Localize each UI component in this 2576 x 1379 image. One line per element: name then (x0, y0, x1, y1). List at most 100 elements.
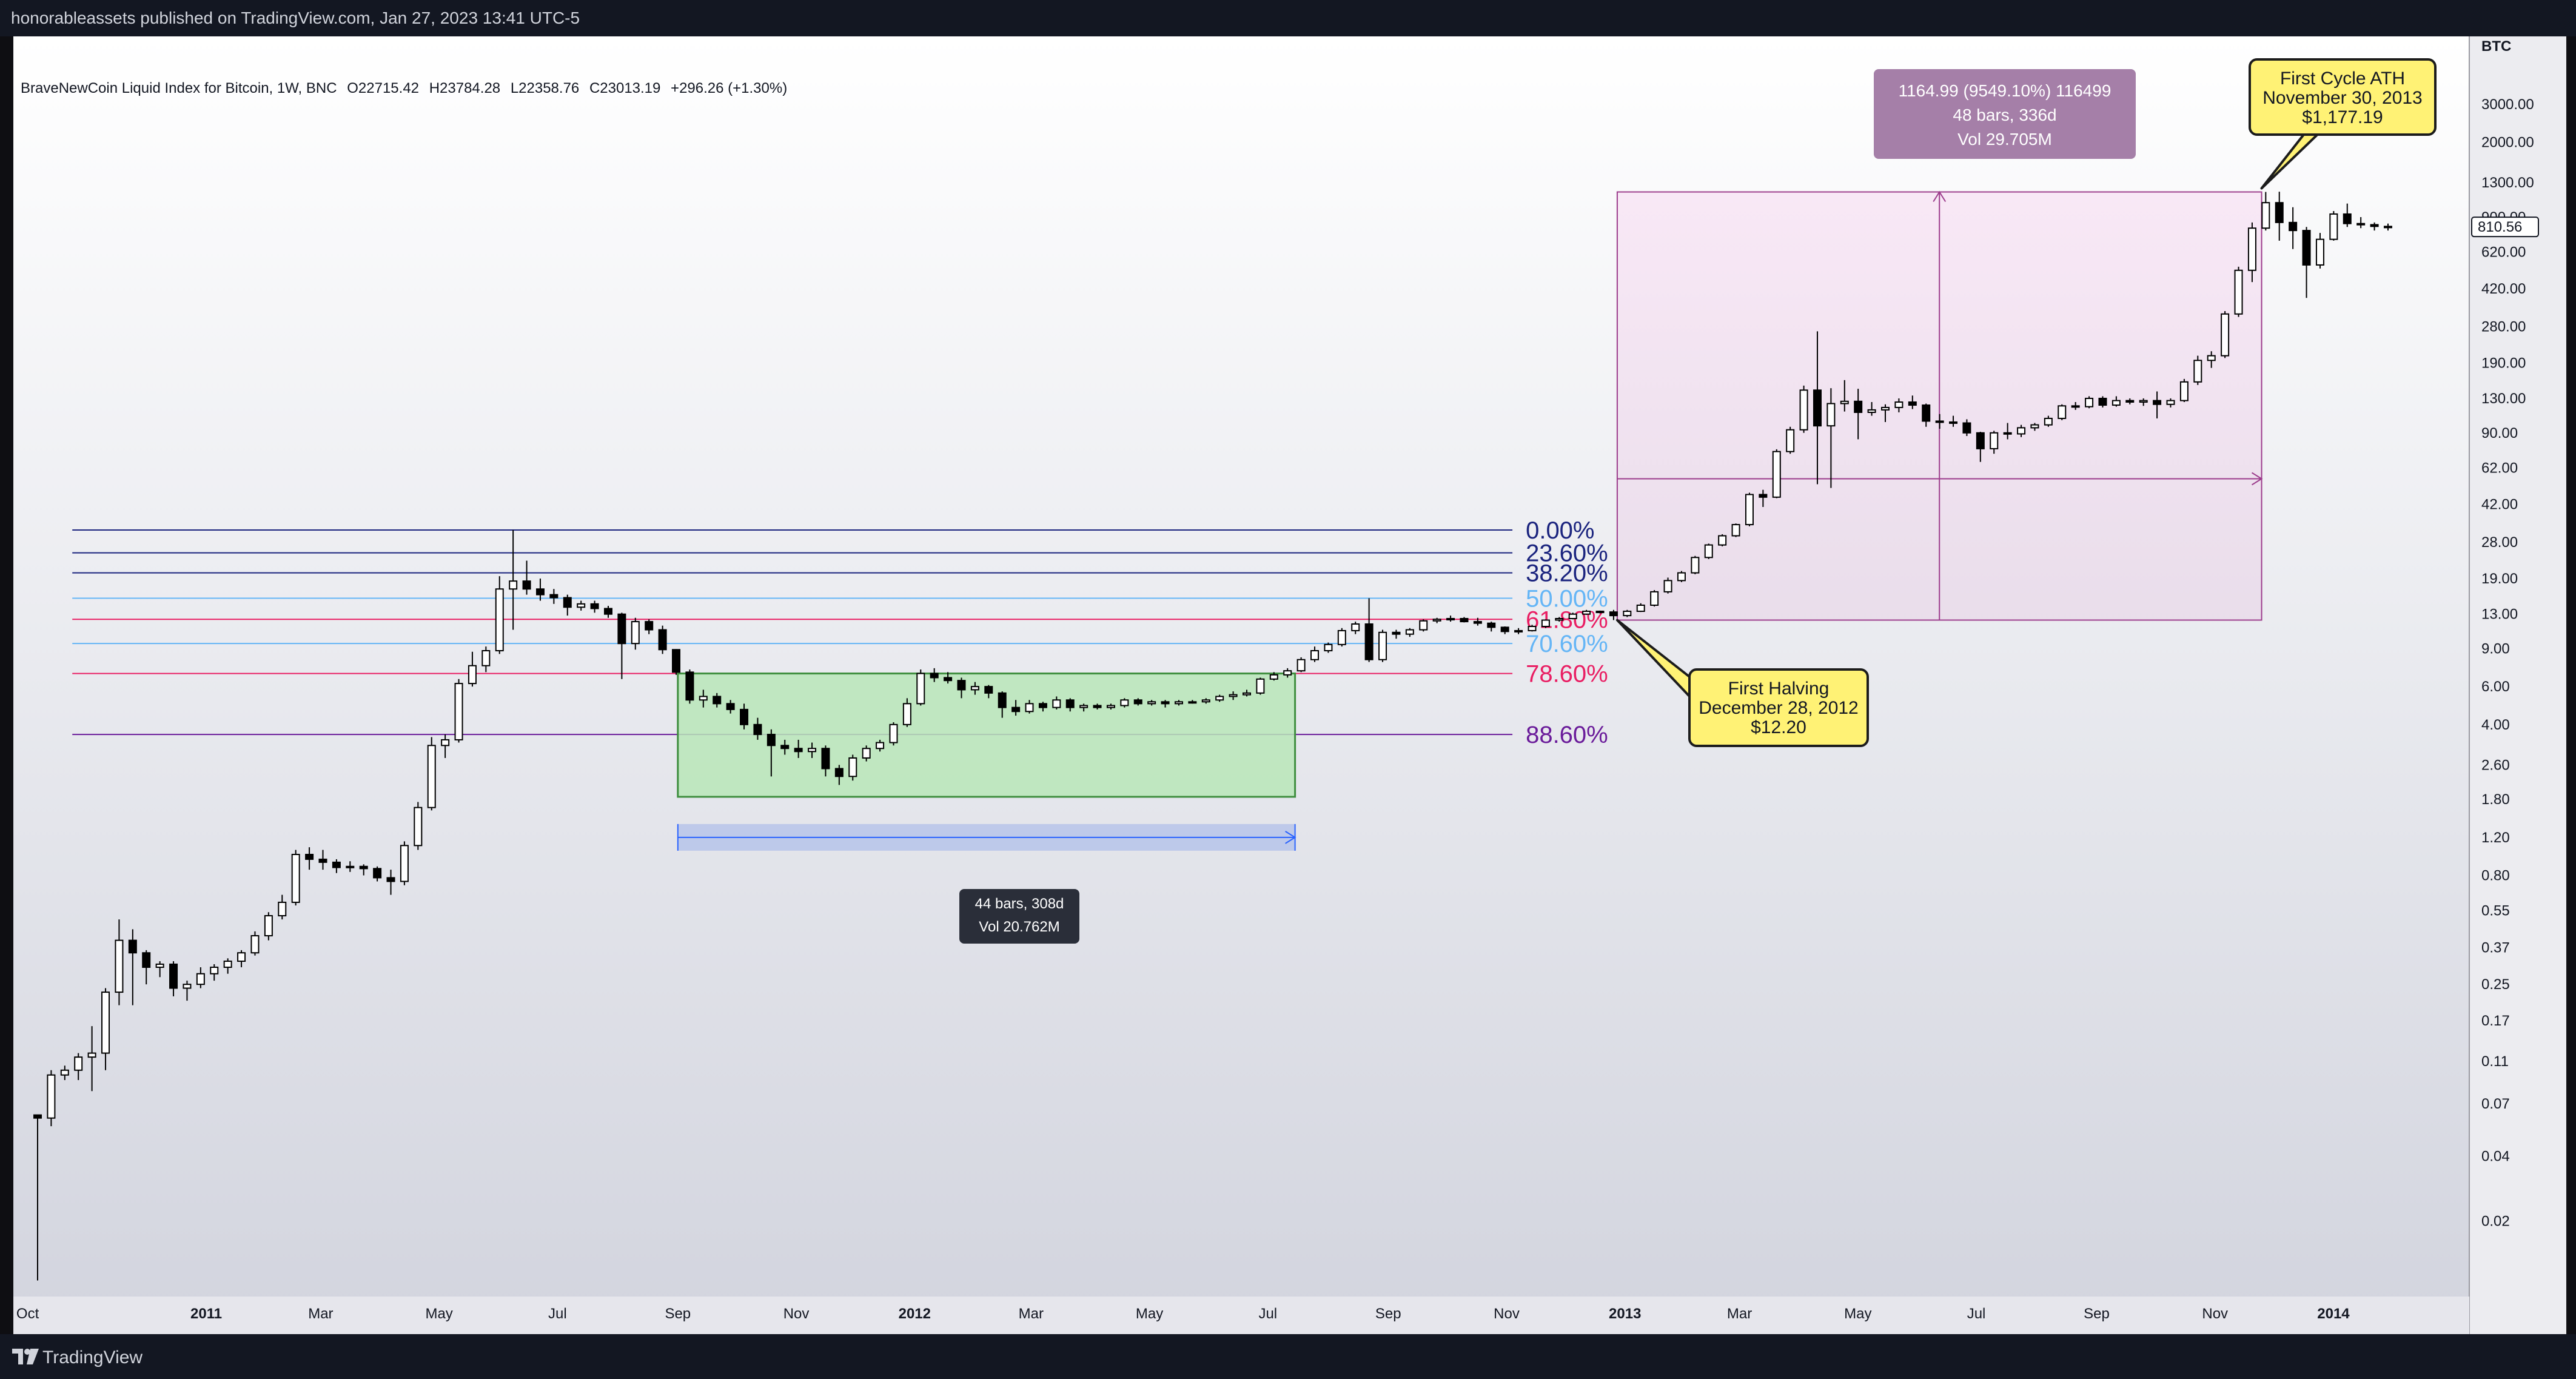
candle-body-up (2111, 400, 2121, 406)
candle (577, 600, 586, 611)
candle-body-up (427, 745, 436, 808)
candle-body-up (1432, 619, 1441, 622)
ath-date: November 30, 2013 (2262, 88, 2423, 108)
tradingview-logo-icon[interactable] (12, 1346, 39, 1367)
chart-frame: 0.00% 23.60% 38.20% 50.00% 61.80% 70.60% 78.60… (0, 36, 2576, 1334)
candle (223, 958, 232, 974)
candle-body-up (1215, 696, 1224, 701)
candle-body-up (2193, 360, 2202, 383)
candle-body-up (2329, 213, 2338, 240)
candle (2139, 398, 2148, 406)
price-chart[interactable]: 0.00%23.60%38.20%50.00%61.80%70.60% 78.60… (0, 36, 2576, 1334)
candle-body-down (359, 865, 368, 870)
candle-body-up (441, 739, 450, 747)
candle-body-down (1473, 621, 1482, 624)
price-tick-label: 0.37 (2481, 940, 2510, 956)
candle-body-up (1650, 591, 1659, 606)
candle-body-down (2289, 221, 2298, 232)
candle-body-up (495, 588, 504, 652)
candle-body-down (318, 858, 327, 863)
ath-title: First Cycle ATH (2279, 69, 2406, 89)
fib-level-label: 0.00% (1526, 517, 1594, 544)
candle (1799, 385, 1808, 433)
candle (2234, 266, 2243, 317)
year-tick-label: 2011 (190, 1306, 222, 1322)
halving-callout[interactable]: First Halving December 28, 2012 $12.20 (1688, 668, 1869, 747)
candle-body-up (1120, 699, 1129, 706)
chart-legend: BraveNewCoin Liquid Index for Bitcoin, 1… (21, 80, 793, 97)
candle (916, 669, 925, 706)
price-tick-label: 0.11 (2481, 1053, 2509, 1070)
month-tick-label: Nov (2202, 1306, 2228, 1322)
candle (713, 693, 722, 708)
price-tick-label: 1.80 (2481, 791, 2510, 808)
candle-body-up (454, 683, 463, 740)
date-range-bars: 44 bars, 308d (974, 896, 1064, 912)
price-range-bars: 48 bars, 336d (1953, 106, 2057, 124)
candle (1079, 703, 1088, 712)
candle (1718, 534, 1727, 546)
candle (1487, 622, 1496, 632)
tradingview-brand[interactable]: TradingView (42, 1347, 143, 1367)
currency-label: BTC (2481, 38, 2511, 55)
candle-body-up (346, 865, 355, 868)
candle (1324, 642, 1333, 653)
price-tick-label: 2000.00 (2481, 135, 2534, 151)
candle (1555, 617, 1564, 622)
candle-body-down (821, 748, 830, 770)
consolidation-range-box[interactable] (677, 673, 1296, 798)
candle-body-down (590, 603, 599, 609)
price-tick-label: 130.00 (2481, 391, 2526, 407)
candle (183, 981, 192, 1001)
price-axis[interactable]: BTC3000.002000.001300.00900.00620.00420.… (2471, 38, 2539, 1229)
date-range-measure[interactable] (677, 824, 1296, 851)
candle (427, 737, 436, 811)
candle-body-up (1229, 694, 1238, 697)
price-tick-label: 0.55 (2481, 902, 2510, 919)
candle-body-up (115, 939, 124, 993)
ath-callout[interactable]: First Cycle ATH November 30, 2013 $1,177… (2249, 58, 2437, 136)
candle (1691, 555, 1700, 574)
price-range-up-arrow (1933, 190, 1947, 203)
candle-body-up (1677, 572, 1686, 582)
candle (1052, 696, 1061, 710)
candle-body-down (2370, 224, 2379, 227)
candle-body-down (1813, 389, 1822, 427)
price-tick-label: 0.07 (2481, 1096, 2510, 1112)
candle-body-down (1609, 611, 1618, 617)
candle (1446, 616, 1455, 622)
candle-body-up (1324, 643, 1333, 652)
candle-body-up (2315, 238, 2324, 266)
candle-body-down (1962, 422, 1971, 434)
candle (2111, 396, 2121, 407)
candle (876, 739, 885, 752)
halving-price: $12.20 (1751, 717, 1806, 737)
candle-body-up (1541, 619, 1550, 628)
candle-body-down (305, 854, 314, 860)
price-range-measure[interactable] (1616, 190, 2263, 621)
candle-body-up (1378, 631, 1387, 660)
candle (155, 961, 164, 978)
candle (535, 579, 545, 601)
candle-body-up (509, 580, 518, 590)
price-range-info-box: 1164.99 (9549.10%) 116499 48 bars, 336d … (1874, 69, 2136, 159)
last-price-badge (2471, 216, 2539, 238)
candle-body-down (1500, 626, 1509, 632)
time-axis[interactable]: Oct 2011 Mar May Jul Sep Nov 2012 Mar May Jul Sep No… (16, 1306, 2350, 1322)
candle (1976, 432, 1985, 462)
price-tick-label: 9.00 (2481, 641, 2510, 657)
price-tick-label: 19.00 (2481, 571, 2518, 587)
candle-body-up (1894, 401, 1903, 408)
candle-body-up (1718, 535, 1727, 546)
candle (1854, 389, 1863, 440)
candle (359, 864, 368, 876)
candle (1922, 403, 1931, 427)
candle (142, 950, 151, 985)
candle (1949, 415, 1958, 427)
candle-body-down (2356, 223, 2366, 226)
candle (944, 672, 953, 684)
price-range-volume: Vol 29.705M (1957, 130, 2052, 149)
candle (780, 739, 790, 755)
candle (1731, 523, 1740, 537)
candle-body-down (2302, 230, 2311, 266)
